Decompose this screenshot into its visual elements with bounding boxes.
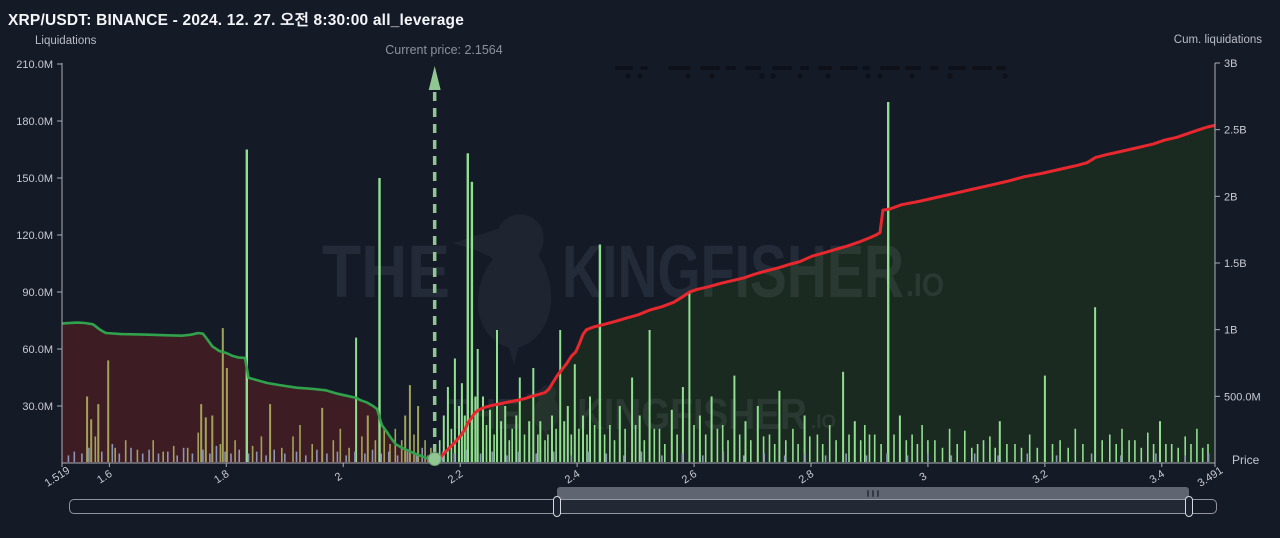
cumulative-lines (61, 123, 1216, 464)
scrollbar-grip-icon (866, 490, 880, 497)
svg-text:1.8: 1.8 (212, 468, 231, 486)
svg-text:1.5B: 1.5B (1224, 258, 1247, 270)
rangeslider-window[interactable] (556, 499, 1190, 514)
svg-text:150.0M: 150.0M (16, 173, 53, 185)
watermark-suffix: .IO (906, 267, 944, 303)
cumulative-area-fills (62, 125, 1215, 464)
watermark-brand: KINGFISHER (562, 230, 904, 313)
scrollbar-thumb[interactable] (556, 487, 1190, 500)
watermark-brand-small: KINGFISHER (577, 390, 807, 439)
kingfisher-logo (452, 214, 552, 366)
watermark: THE KINGFISHER .IO THE KINGFISHER .IO (322, 214, 944, 439)
svg-text:500.0M: 500.0M (1224, 391, 1261, 403)
svg-text:180.0M: 180.0M (16, 116, 53, 128)
area-below-price (62, 322, 435, 463)
liquidation-bars (67, 102, 1210, 463)
current-price-marker (427, 66, 442, 466)
svg-text:2B: 2B (1224, 191, 1237, 203)
svg-text:60.0M: 60.0M (22, 344, 53, 356)
cumulative-liquidations-below-price (61, 321, 436, 464)
kingfisher-logo-small (524, 384, 559, 437)
svg-text:2.2: 2.2 (446, 468, 465, 486)
svg-text:90.0M: 90.0M (22, 287, 53, 299)
current-price-label: Current price: 2.1564 (385, 43, 503, 57)
svg-text:3.491: 3.491 (1196, 465, 1226, 490)
svg-text:1.519: 1.519 (43, 465, 73, 490)
svg-text:3.4: 3.4 (1148, 468, 1167, 486)
svg-text:3.2: 3.2 (1031, 468, 1050, 486)
watermark-the: THE (322, 230, 450, 313)
svg-text:1.6: 1.6 (95, 468, 114, 486)
watermark-suffix-small: .IO (811, 412, 836, 433)
current-price-dot (427, 452, 442, 466)
cumulative-liquidations-above-price (433, 123, 1216, 464)
svg-text:2: 2 (333, 470, 345, 483)
svg-text:3B: 3B (1224, 58, 1237, 70)
legend-obscured[interactable] (615, 66, 1008, 79)
svg-text:1B: 1B (1224, 325, 1237, 337)
chart-title: XRP/USDT: BINANCE - 2024. 12. 27. 오전 8:3… (8, 12, 465, 29)
chart-axes: 210.0M 180.0M 150.0M 120.0M 90.0M 60.0M 30.0M 3… (16, 58, 1260, 490)
rangeslider-track[interactable] (69, 499, 1217, 514)
svg-text:2.5B: 2.5B (1224, 125, 1247, 137)
svg-text:2.6: 2.6 (680, 468, 699, 486)
x-axis-title: Price (1232, 453, 1260, 467)
svg-text:210.0M: 210.0M (16, 59, 53, 71)
svg-text:2.8: 2.8 (797, 468, 816, 486)
svg-text:3: 3 (918, 470, 930, 483)
svg-text:120.0M: 120.0M (16, 230, 53, 242)
left-axis-title: Liquidations (35, 35, 97, 47)
rangeslider-handle-right[interactable] (1185, 496, 1194, 517)
rangeslider-handle-left[interactable] (552, 496, 561, 517)
area-above-price (434, 125, 1215, 464)
right-axis-title: Cum. liquidations (1173, 34, 1262, 46)
svg-text:2.4: 2.4 (563, 468, 582, 486)
svg-text:30.0M: 30.0M (22, 401, 53, 413)
arrow-up-icon (428, 66, 441, 90)
